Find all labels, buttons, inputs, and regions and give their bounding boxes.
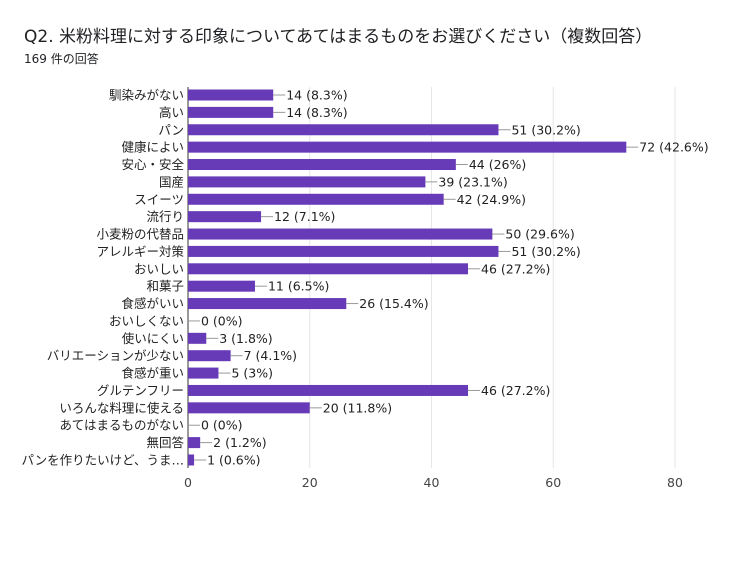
data-label: 51 (30.2%) bbox=[511, 122, 580, 137]
category-label: 健康によい bbox=[121, 140, 184, 155]
data-label: 2 (1.2%) bbox=[213, 435, 266, 450]
data-label: 0 (0%) bbox=[201, 418, 243, 433]
data-label: 7 (4.1%) bbox=[244, 348, 297, 363]
data-label: 44 (26%) bbox=[469, 157, 526, 172]
data-label: 39 (23.1%) bbox=[438, 174, 507, 189]
category-label: グルテンフリー bbox=[97, 383, 184, 398]
bar bbox=[188, 332, 207, 344]
bar bbox=[188, 263, 469, 275]
bar bbox=[188, 437, 201, 449]
bar bbox=[188, 141, 627, 153]
category-label: おいしい bbox=[134, 261, 184, 276]
bar bbox=[188, 350, 231, 362]
x-tick-label: 20 bbox=[302, 475, 318, 490]
bar bbox=[188, 106, 274, 118]
bar bbox=[188, 159, 456, 171]
bar bbox=[188, 402, 310, 414]
data-label: 12 (7.1%) bbox=[274, 209, 335, 224]
bar bbox=[188, 454, 195, 466]
bar bbox=[188, 384, 469, 396]
category-label: スイーツ bbox=[134, 192, 184, 207]
bar bbox=[188, 193, 444, 205]
bar bbox=[188, 228, 493, 240]
data-label: 42 (24.9%) bbox=[457, 192, 526, 207]
data-label: 51 (30.2%) bbox=[511, 244, 580, 259]
category-label: 流行り bbox=[146, 209, 184, 224]
category-label: 無回答 bbox=[146, 435, 184, 450]
category-label: アレルギー対策 bbox=[96, 244, 184, 259]
data-label: 11 (6.5%) bbox=[268, 279, 329, 294]
x-tick-label: 80 bbox=[667, 475, 683, 490]
category-label: 国産 bbox=[159, 174, 184, 189]
data-label: 14 (8.3%) bbox=[286, 88, 347, 103]
data-label: 20 (11.8%) bbox=[323, 400, 392, 415]
data-label: 46 (27.2%) bbox=[481, 383, 550, 398]
category-label: おいしくない bbox=[109, 313, 184, 328]
data-label: 0 (0%) bbox=[201, 313, 243, 328]
data-label: 46 (27.2%) bbox=[481, 261, 550, 276]
x-tick-label: 40 bbox=[424, 475, 440, 490]
data-label: 50 (29.6%) bbox=[505, 227, 574, 242]
category-label: 使いにくい bbox=[122, 331, 184, 346]
category-label: パンを作りたいけど、うま… bbox=[21, 452, 184, 467]
chart-title: Q2. 米粉料理に対する印象についてあてはまるものをお選びください（複数回答） bbox=[24, 27, 653, 47]
bar bbox=[188, 89, 274, 101]
data-label: 72 (42.6%) bbox=[639, 140, 708, 155]
category-label: パン bbox=[158, 122, 184, 137]
bar bbox=[188, 124, 499, 136]
bar bbox=[188, 367, 219, 379]
bar bbox=[188, 280, 255, 292]
bar bbox=[188, 176, 426, 188]
category-label: 食感が重い bbox=[121, 366, 184, 381]
bar bbox=[188, 298, 347, 310]
category-label: 小麦粉の代替品 bbox=[96, 227, 184, 242]
category-label: いろんな料理に使える bbox=[59, 400, 184, 415]
data-label: 3 (1.8%) bbox=[219, 331, 272, 346]
data-label: 26 (15.4%) bbox=[359, 296, 428, 311]
data-label: 1 (0.6%) bbox=[207, 452, 260, 467]
category-label: 食感がいい bbox=[121, 296, 184, 311]
category-label: バリエーションが少ない bbox=[47, 348, 184, 363]
data-label: 14 (8.3%) bbox=[286, 105, 347, 120]
bar bbox=[188, 211, 262, 223]
category-label: 高い bbox=[159, 105, 184, 120]
response-count: 169 件の回答 bbox=[24, 52, 99, 66]
data-label: 5 (3%) bbox=[231, 366, 273, 381]
category-label: 和菓子 bbox=[146, 279, 184, 294]
bar bbox=[188, 245, 499, 257]
category-label: あてはまるものがない bbox=[59, 418, 184, 433]
category-label: 安心・安全 bbox=[121, 157, 184, 172]
x-tick-label: 60 bbox=[545, 475, 561, 490]
x-tick-label: 0 bbox=[184, 475, 192, 490]
category-label: 馴染みがない bbox=[109, 88, 184, 103]
